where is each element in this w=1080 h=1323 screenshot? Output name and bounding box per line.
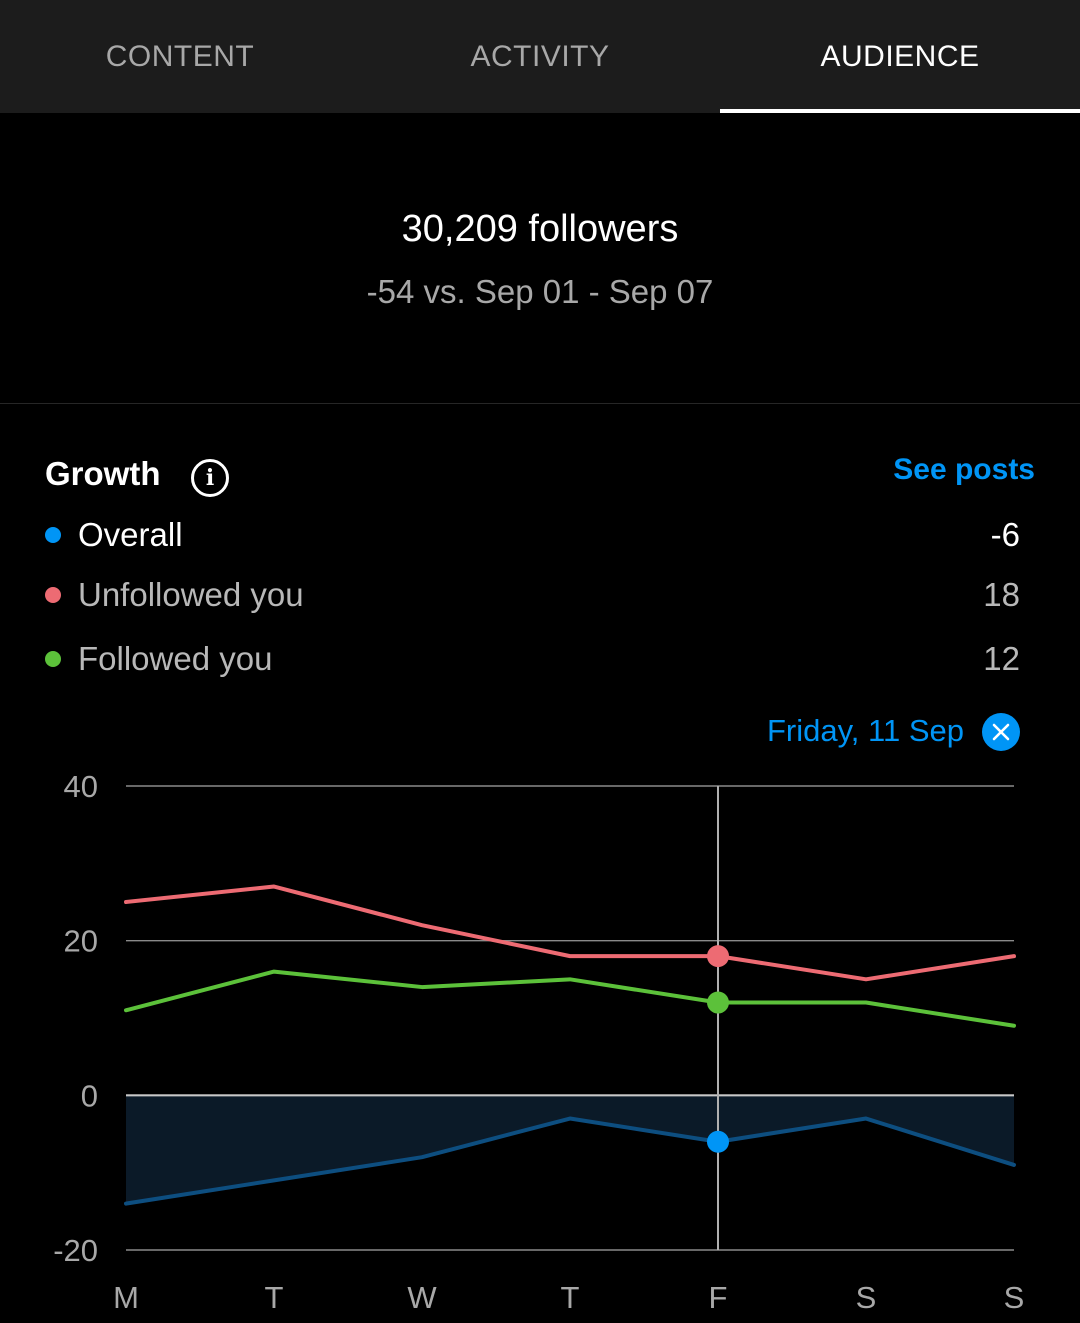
x-tick-label: T: [561, 1280, 580, 1315]
growth-chart-svg: 40 20 0 -20 M T W T F S S: [53, 769, 1025, 1315]
follower-comparison: -54 vs. Sep 01 - Sep 07: [366, 273, 714, 310]
legend-item-followed: Followed you 12: [45, 637, 1020, 681]
tab-content[interactable]: CONTENT: [105, 39, 255, 73]
legend-value: 12: [983, 640, 1020, 677]
y-tick-label: 20: [64, 924, 98, 959]
series-line-unfollowed-you: [124, 884, 1016, 982]
x-tick-label: S: [856, 1280, 877, 1315]
y-tick-label: -20: [53, 1233, 98, 1268]
see-posts-link[interactable]: See posts: [893, 453, 1035, 486]
tab-activity[interactable]: ACTIVITY: [470, 39, 610, 73]
series-line-followed-you: [124, 969, 1016, 1028]
x-tick-label: T: [265, 1280, 284, 1315]
x-tick-label: F: [709, 1280, 728, 1315]
follower-count: 30,209 followers: [401, 208, 679, 250]
x-tick-label: M: [113, 1280, 139, 1315]
legend-label: Unfollowed you: [78, 576, 304, 613]
y-tick-label: 0: [81, 1078, 98, 1113]
clear-selection-button[interactable]: [982, 713, 1020, 751]
legend-value: 18: [983, 576, 1020, 613]
overall-area: [126, 1095, 1014, 1204]
legend-value: -6: [990, 516, 1020, 553]
legend-label: Overall: [78, 516, 183, 553]
section-divider: [0, 403, 1080, 404]
followers-summary: 30,209 followers -54 vs. Sep 01 - Sep 07: [0, 113, 1080, 403]
unfollowed-dot-icon: [45, 587, 61, 603]
growth-title: Growth: [45, 455, 161, 492]
growth-chart: 40 20 0 -20 M T W T F S S: [0, 760, 1080, 1323]
series-line-overall: [124, 1116, 1016, 1206]
legend-item-overall: Overall -6: [45, 513, 1020, 557]
x-tick-label: W: [407, 1280, 437, 1315]
tab-audience[interactable]: AUDIENCE: [720, 0, 1080, 113]
x-tick-label: S: [1004, 1280, 1025, 1315]
legend-label: Followed you: [78, 640, 273, 677]
selected-point-overall: [707, 1130, 729, 1153]
legend-item-unfollowed: Unfollowed you 18: [45, 573, 1020, 617]
selected-point-followed-you: [707, 991, 729, 1014]
selected-point-unfollowed-you: [707, 945, 729, 968]
tab-bar: CONTENT ACTIVITY AUDIENCE: [0, 0, 1080, 113]
y-tick-label: 40: [64, 769, 98, 804]
selected-date: Friday, 11 Sep: [766, 713, 964, 748]
close-icon: [992, 723, 1010, 741]
followed-dot-icon: [45, 651, 61, 667]
info-icon[interactable]: i: [191, 459, 229, 497]
overall-dot-icon: [45, 527, 61, 543]
